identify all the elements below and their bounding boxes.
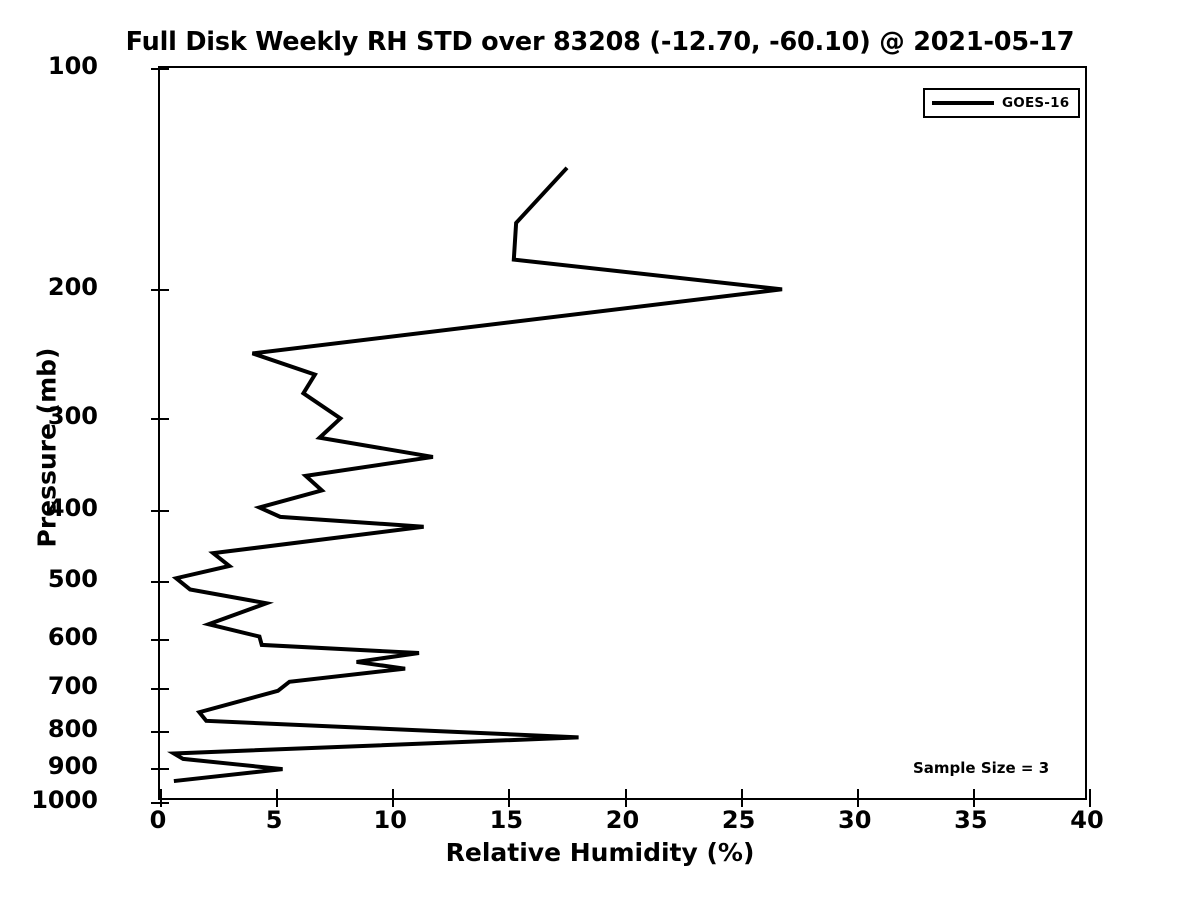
y-tick-mark-inner xyxy=(160,581,169,584)
y-tick-label: 700 xyxy=(47,672,98,701)
x-tick-mark-inner xyxy=(392,789,395,798)
x-tick-mark-inner xyxy=(508,789,511,798)
data-line-svg xyxy=(167,166,783,784)
x-tick-mark xyxy=(276,798,279,807)
x-tick-label: 25 xyxy=(721,806,756,834)
x-tick-mark-inner xyxy=(856,789,859,798)
x-tick-mark xyxy=(392,798,395,807)
x-tick-mark xyxy=(624,798,627,807)
y-tick-mark-inner xyxy=(160,418,169,421)
x-tick-mark xyxy=(856,798,859,807)
x-tick-mark-inner xyxy=(160,789,162,798)
y-tick-label: 600 xyxy=(47,623,98,652)
y-tick-mark-inner xyxy=(160,730,169,733)
chart-title: Full Disk Weekly RH STD over 83208 (-12.… xyxy=(125,27,1075,57)
y-tick-mark-inner xyxy=(160,288,169,291)
y-tick-mark xyxy=(151,768,160,771)
y-tick-mark xyxy=(151,581,160,584)
x-tick-label: 0 xyxy=(149,806,167,834)
y-tick-mark xyxy=(151,802,160,804)
y-tick-mark-inner xyxy=(160,639,169,642)
legend-label-goes-16: GOES-16 xyxy=(1002,95,1070,111)
x-tick-mark-inner xyxy=(624,789,627,798)
x-tick-mark xyxy=(1089,798,1091,807)
y-tick-mark-inner xyxy=(160,68,169,70)
y-tick-label: 900 xyxy=(47,752,98,781)
series-line-goes-16 xyxy=(167,166,783,784)
x-tick-mark xyxy=(508,798,511,807)
y-axis-title: Pressure (mb) xyxy=(32,347,62,548)
x-tick-mark xyxy=(740,798,743,807)
x-tick-label: 40 xyxy=(1070,806,1104,834)
y-tick-mark xyxy=(151,639,160,642)
x-tick-label: 20 xyxy=(605,806,640,834)
y-tick-label: 1000 xyxy=(31,786,98,814)
y-tick-label: 400 xyxy=(47,493,98,522)
x-tick-label: 10 xyxy=(373,806,407,834)
y-tick-mark-inner xyxy=(160,802,169,804)
x-tick-mark-inner xyxy=(972,789,975,798)
x-axis-title: Relative Humidity (%) xyxy=(445,838,755,867)
y-tick-label: 200 xyxy=(47,272,98,301)
y-tick-mark xyxy=(151,730,160,733)
y-tick-mark xyxy=(151,509,160,512)
x-tick-mark-inner xyxy=(740,789,743,798)
plot-area xyxy=(151,66,1091,807)
y-tick-mark xyxy=(151,418,160,421)
x-tick-mark-inner xyxy=(276,789,279,798)
y-tick-mark-inner xyxy=(160,509,169,512)
y-tick-label: 300 xyxy=(47,402,98,431)
y-tick-mark xyxy=(151,68,160,70)
legend-line-swatch-goes-16 xyxy=(932,101,994,105)
y-tick-label: 100 xyxy=(47,52,98,80)
y-tick-mark xyxy=(151,688,160,691)
y-tick-label: 500 xyxy=(47,565,98,594)
x-tick-label: 30 xyxy=(838,806,872,834)
x-tick-label: 15 xyxy=(489,806,524,834)
x-tick-label: 5 xyxy=(265,806,283,834)
y-tick-mark-inner xyxy=(160,768,169,771)
x-tick-mark xyxy=(972,798,975,807)
y-tick-label: 800 xyxy=(47,714,98,743)
legend: GOES-16 xyxy=(923,88,1081,118)
sample-size-annotation: Sample Size = 3 xyxy=(913,759,1050,777)
y-tick-mark-inner xyxy=(160,688,169,691)
x-tick-label: 35 xyxy=(954,806,988,834)
x-tick-mark xyxy=(160,798,162,807)
x-tick-mark-inner xyxy=(1089,789,1091,798)
y-tick-mark xyxy=(151,288,160,291)
